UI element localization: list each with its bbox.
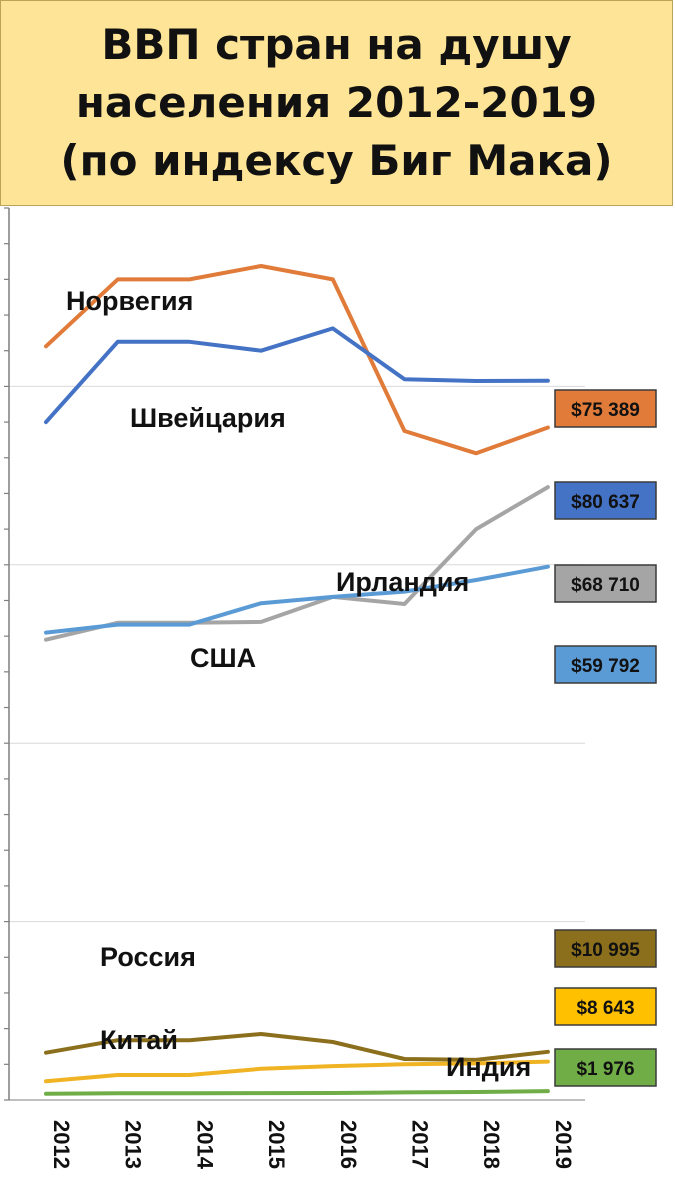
series-line-norway bbox=[44, 264, 550, 456]
series-label-switzerland: Швейцария bbox=[130, 403, 286, 433]
x-tick-label: 2014 bbox=[192, 1120, 217, 1170]
x-tick-label: 2018 bbox=[479, 1120, 504, 1169]
chart-title-line-1: ВВП стран на душу bbox=[101, 20, 572, 69]
end-value-box-china bbox=[554, 987, 657, 1026]
end-value-label-usa: $59 792 bbox=[571, 656, 640, 677]
series-label-russia: Россия bbox=[100, 942, 196, 972]
x-tick-label: 2013 bbox=[121, 1120, 146, 1169]
end-value-box-switzerland bbox=[554, 481, 657, 520]
end-value-label-india: $1 976 bbox=[576, 1059, 634, 1080]
end-value-label-russia: $10 995 bbox=[571, 940, 640, 961]
series-line-india bbox=[44, 1089, 550, 1096]
x-tick-label: 2017 bbox=[408, 1120, 433, 1169]
end-value-box-usa bbox=[554, 645, 657, 684]
series-label-china: Китай bbox=[100, 1025, 178, 1055]
end-value-label-ireland: $68 710 bbox=[571, 575, 640, 596]
series-line-russia bbox=[44, 1032, 550, 1062]
series-label-norway: Норвегия bbox=[66, 286, 193, 316]
end-value-box-norway bbox=[554, 389, 657, 428]
chart-title-line-2: населения 2012-2019 bbox=[75, 78, 598, 127]
end-value-label-switzerland: $80 637 bbox=[571, 492, 640, 513]
end-value-box-india bbox=[554, 1048, 657, 1087]
chart-title-box: ВВП стран на душу населения 2012-2019 (п… bbox=[0, 0, 673, 206]
series-line-china bbox=[44, 1059, 550, 1084]
x-tick-label: 2015 bbox=[264, 1120, 289, 1169]
end-value-box-russia bbox=[554, 929, 657, 968]
end-value-box-ireland bbox=[554, 564, 657, 603]
x-tick-label: 2012 bbox=[49, 1120, 74, 1169]
series-label-usa: США bbox=[190, 643, 256, 673]
x-tick-label: 2019 bbox=[551, 1120, 576, 1169]
x-tick-label: 2016 bbox=[336, 1120, 361, 1169]
series-line-usa bbox=[44, 564, 550, 635]
end-value-label-norway: $75 389 bbox=[571, 400, 640, 421]
series-label-india: Индия bbox=[446, 1052, 531, 1082]
end-value-label-china: $8 643 bbox=[576, 998, 634, 1019]
series-line-ireland bbox=[44, 485, 550, 642]
series-label-ireland: Ирландия bbox=[336, 567, 469, 597]
series-line-switzerland bbox=[44, 326, 550, 425]
chart-title-line-3: (по индексу Биг Мака) bbox=[60, 136, 613, 185]
